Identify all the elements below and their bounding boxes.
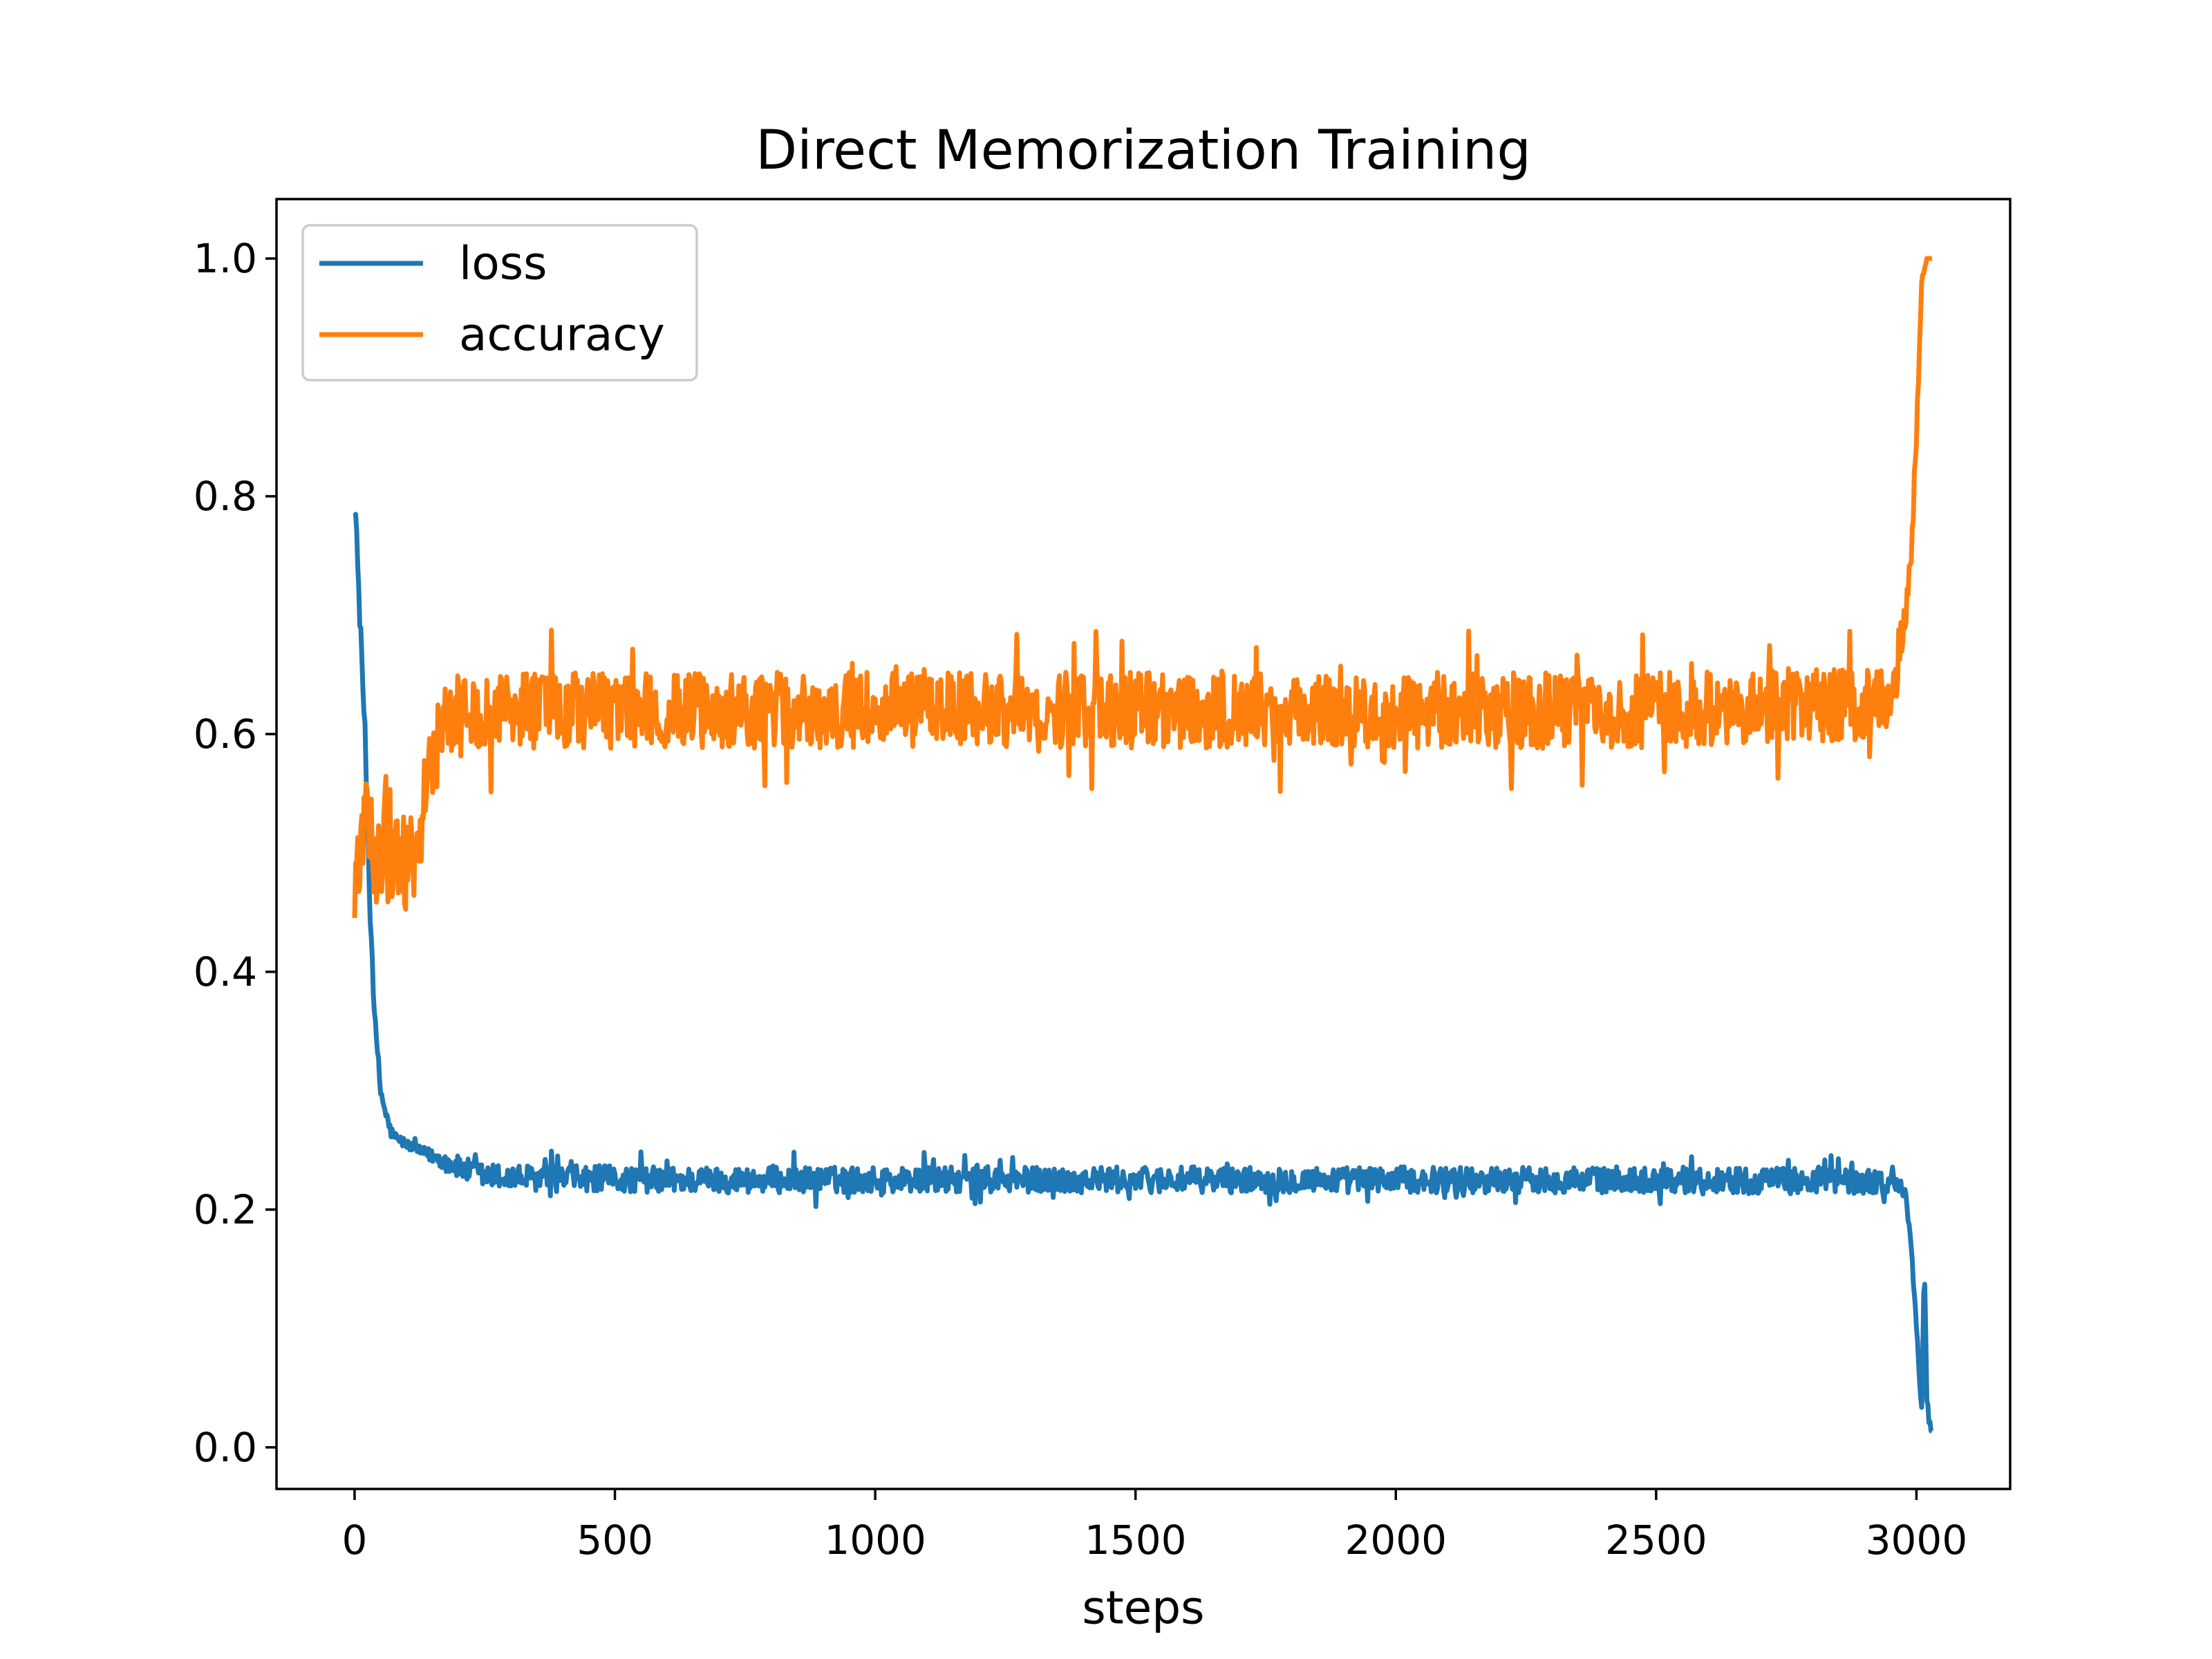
- x-tick-label: 3000: [1866, 1517, 1968, 1564]
- x-tick-label: 1000: [824, 1517, 926, 1564]
- x-tick-label: 2000: [1344, 1517, 1447, 1564]
- legend-accuracy-label: accuracy: [459, 308, 665, 362]
- x-tick-label: 0: [342, 1517, 368, 1564]
- loss-line: [353, 512, 1933, 1434]
- y-tick-label: 1.0: [194, 235, 257, 282]
- accuracy-line: [352, 256, 1933, 918]
- x-tick-label: 2500: [1605, 1517, 1707, 1564]
- y-tick-label: 0.8: [194, 473, 257, 520]
- x-axis-label: steps: [1082, 1582, 1204, 1635]
- y-tick-label: 0.6: [194, 711, 257, 758]
- legend: loss accuracy: [301, 224, 698, 382]
- y-axis: 0.0 0.2 0.4 0.6 0.8 1.0: [194, 235, 276, 1471]
- chart-title: Direct Memorization Training: [756, 120, 1531, 182]
- x-tick-label: 1500: [1085, 1517, 1187, 1564]
- x-axis: 0 500 1000 1500 2000 2500 3000: [342, 1489, 1968, 1564]
- y-tick-label: 0.0: [194, 1424, 257, 1471]
- plot-frame: [275, 198, 2012, 1490]
- legend-loss-label: loss: [459, 237, 547, 290]
- y-tick-label: 0.4: [194, 948, 257, 995]
- y-tick-label: 0.2: [194, 1186, 257, 1233]
- series-layer: [352, 256, 1933, 1434]
- x-tick-label: 500: [577, 1517, 653, 1564]
